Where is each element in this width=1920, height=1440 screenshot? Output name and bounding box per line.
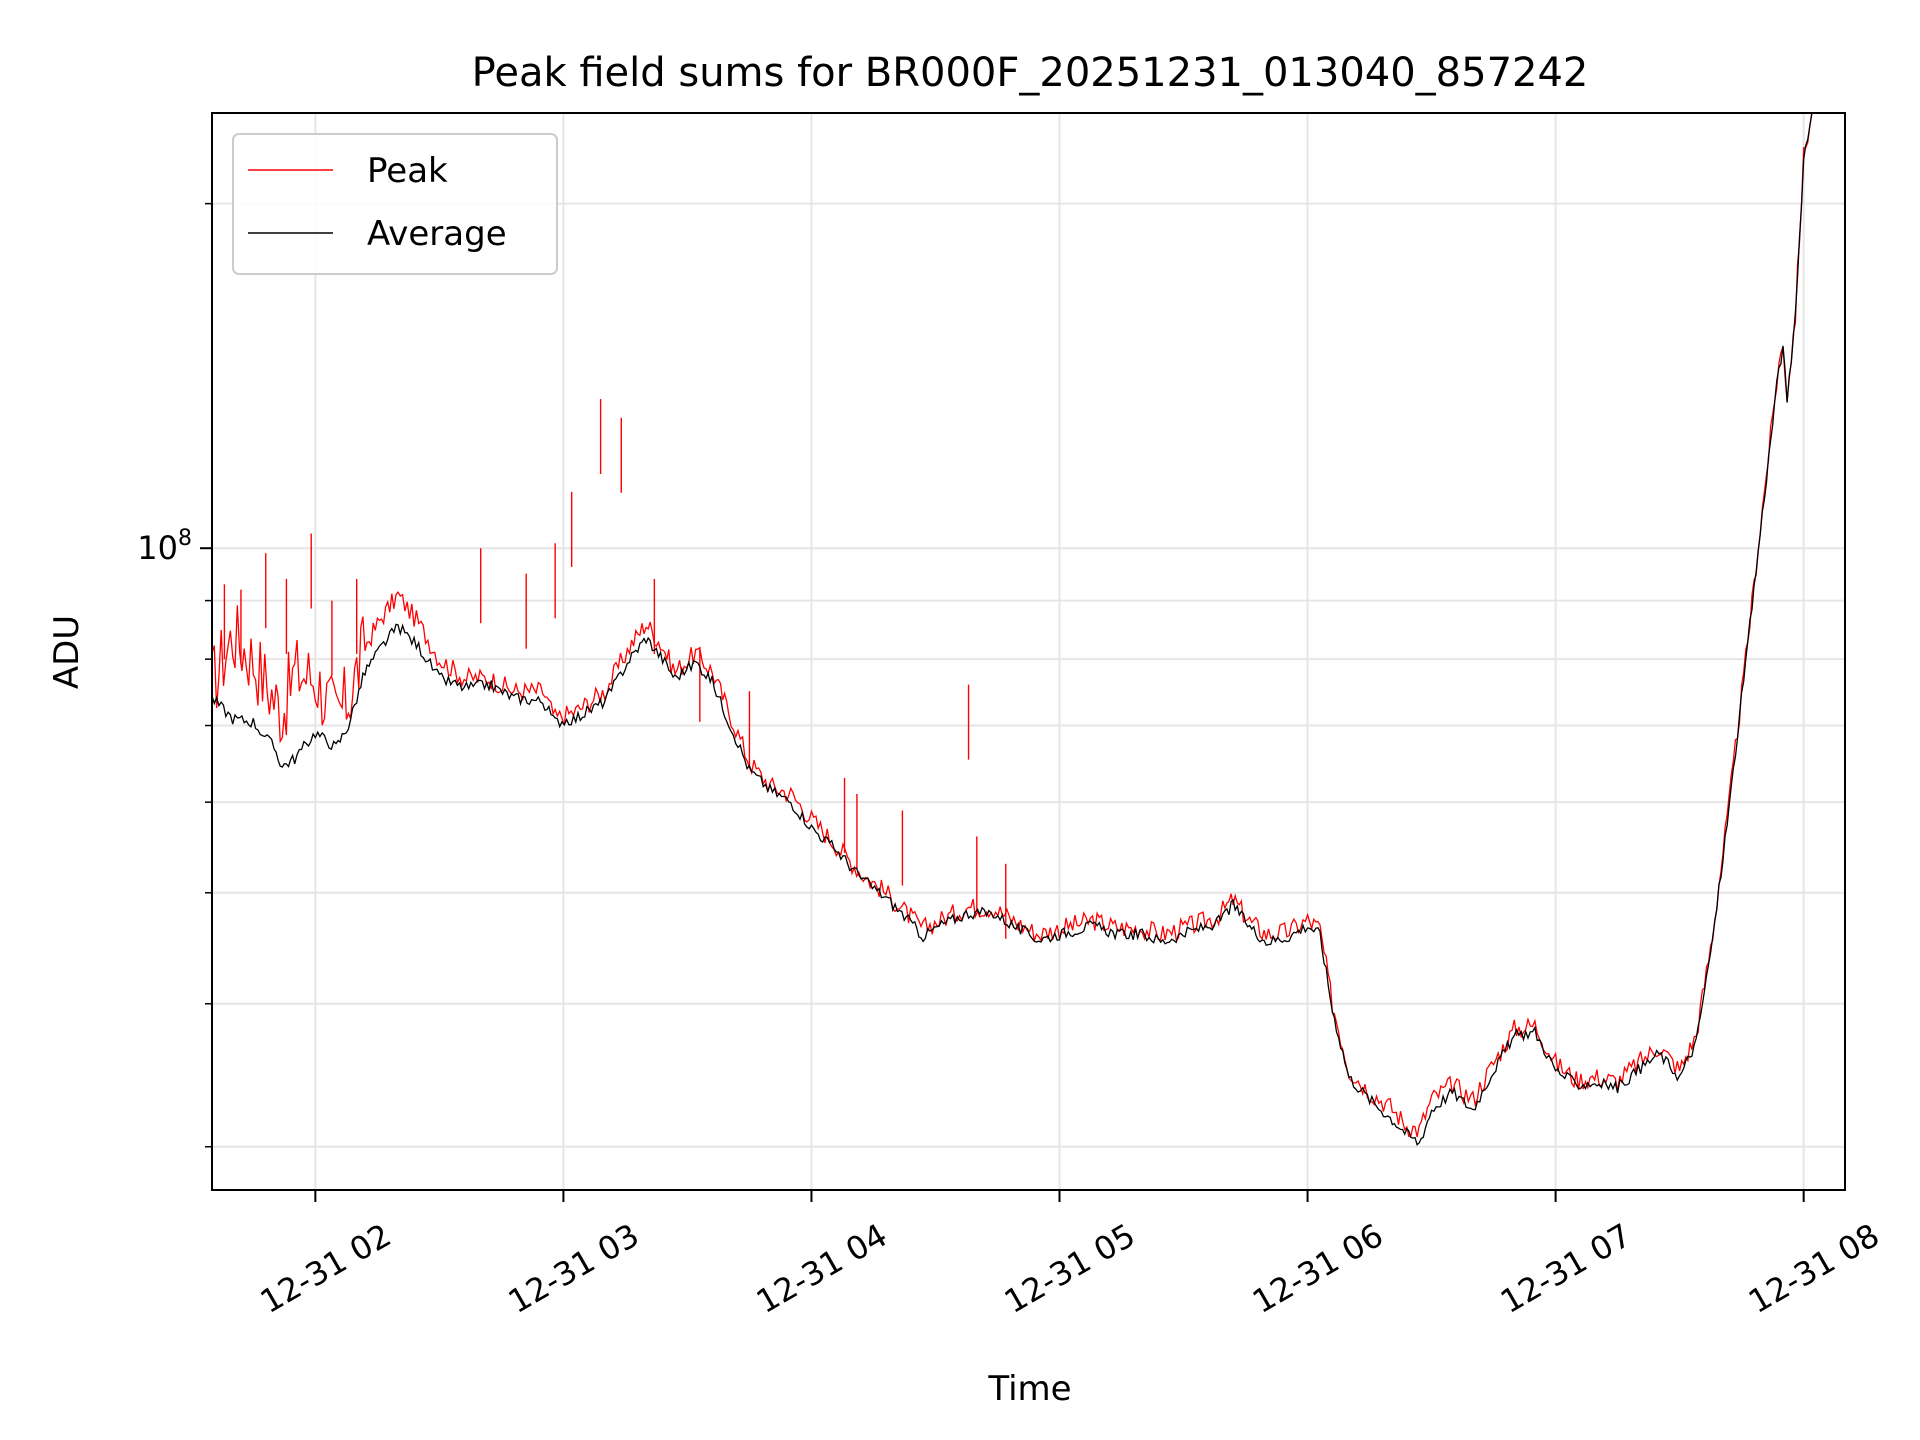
series-line-average [212, 113, 1813, 1146]
y-tick-label: 108 [137, 526, 192, 567]
legend-label-peak: Peak [367, 151, 448, 191]
legend-label-average: Average [367, 214, 507, 254]
legend: Peak Average [232, 133, 558, 275]
y-axis-ticks: 108 [137, 202, 212, 1148]
chart-title: Peak field sums for BR000F_20251231_0130… [472, 50, 1589, 96]
legend-box [232, 133, 558, 275]
y-axis-label: ADU [47, 615, 87, 689]
plot-frame [211, 112, 1846, 1191]
grid-lines [212, 113, 1845, 1190]
plot-area [212, 113, 1813, 1146]
x-axis-label: Time [987, 1369, 1071, 1409]
